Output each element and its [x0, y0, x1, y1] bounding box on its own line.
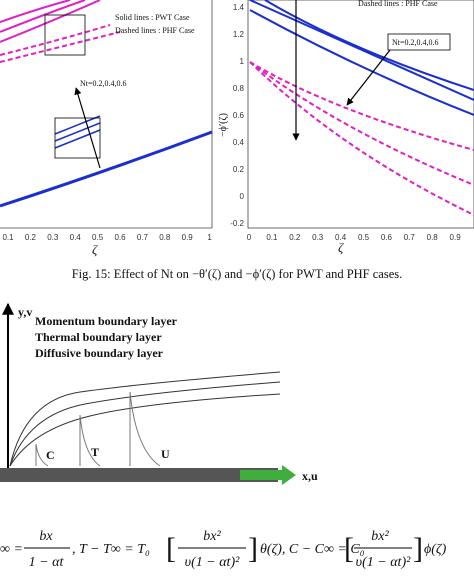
equation: ∞ = bx 1 − αt , T − T∞ = T₀ [ bx² υ(1 − … — [0, 529, 447, 570]
x-tick-label: 0.7 — [404, 233, 416, 242]
eq-text: 1 − αt — [29, 555, 65, 570]
x-tick-label: 0.4 — [70, 233, 82, 242]
x-tick-label: 0.3 — [47, 233, 59, 242]
y-tick-label: 1.2 — [233, 30, 245, 39]
legend-entry: Diffusive boundary layer — [35, 346, 164, 360]
label: T — [91, 445, 99, 459]
y-tick-label: 0.8 — [233, 84, 245, 93]
annotation: Nt=0.2,0.4,0.6 — [80, 79, 127, 88]
x-tick-label: 0.1 — [266, 233, 278, 242]
x-tick-label: 0.2 — [25, 233, 37, 242]
bracket: ] — [413, 532, 423, 565]
y-label: −ϕ′(ζ) — [218, 113, 229, 137]
y-tick-label: 1.4 — [233, 3, 245, 12]
eq-text: ∞ = — [0, 542, 23, 557]
y-tick-label: 0.2 — [233, 165, 245, 174]
right-figure: Nt=0.2,0.4,0.6 Dashed lines : PHF Case −… — [218, 0, 474, 255]
axis-label: x,u — [302, 469, 318, 483]
legend-entry: Solid lines : PWT Case — [115, 13, 190, 22]
legend-entry: Thermal boundary layer — [35, 330, 162, 344]
x-label: ζ — [92, 242, 98, 257]
x-tick-label: 1 — [207, 233, 212, 242]
y-tick-label: 0.6 — [233, 111, 245, 120]
eq-text: υ(1 − αt)² — [185, 555, 240, 570]
x-tick-label: 0.9 — [182, 233, 194, 242]
legend-entry: Momentum boundary layer — [35, 314, 178, 328]
y-tick-label: -0.2 — [230, 219, 244, 228]
left-figure: Nt=0.2,0.4,0.6 Solid lines : PWT Case Da… — [0, 0, 213, 257]
x-tick-label: 0.6 — [114, 233, 126, 242]
y-tick-label: 1 — [240, 57, 245, 66]
caption: Fig. 15: Effect of Nt on −θ′(ζ) and −ϕ′(… — [72, 267, 403, 281]
diagram: y,v Momentum boundary layer Thermal boun… — [0, 302, 318, 485]
x-tick-label: 0.8 — [159, 233, 171, 242]
label: U — [161, 447, 170, 461]
x-tick-label: 0.9 — [450, 233, 462, 242]
x-tick-label: 0.7 — [137, 233, 149, 242]
eq-text: ϕ(ζ) — [424, 542, 447, 557]
eq-text: bx² — [203, 529, 221, 544]
eq-text: bx² — [371, 529, 389, 544]
axis-label: y,v — [18, 305, 32, 319]
legend-entry: Dashed lines : PHF Case — [115, 26, 195, 35]
annotation: Nt=0.2,0.4,0.6 — [392, 38, 439, 47]
eq-text: , T − T∞ = T₀ — [72, 542, 150, 557]
x-tick-label: 0.4 — [335, 233, 347, 242]
x-tick-label: 0.3 — [312, 233, 324, 242]
x-label: ζ — [338, 240, 344, 255]
x-tick-label: 0.5 — [358, 233, 370, 242]
x-tick-label: 0.8 — [427, 233, 439, 242]
eq-text: bx — [39, 529, 53, 544]
x-tick-label: 0.2 — [289, 233, 301, 242]
eq-text: θ(ζ), C − C∞ = C₀ — [260, 542, 365, 557]
y-tick-label: 0.4 — [233, 138, 245, 147]
x-tick-label: 0.5 — [92, 233, 104, 242]
bracket: [ — [166, 532, 176, 565]
x-tick-label: 0.6 — [381, 233, 393, 242]
eq-text: υ(1 − αt)² — [356, 555, 411, 570]
bracket: [ — [344, 532, 354, 565]
bracket: ] — [248, 532, 258, 565]
label: C — [46, 448, 55, 462]
y-tick-label: 0 — [240, 192, 245, 201]
legend-entry: Dashed lines : PHF Case — [358, 0, 438, 8]
x-tick-label: 0.1 — [2, 233, 14, 242]
x-tick-label: 0 — [247, 233, 252, 242]
